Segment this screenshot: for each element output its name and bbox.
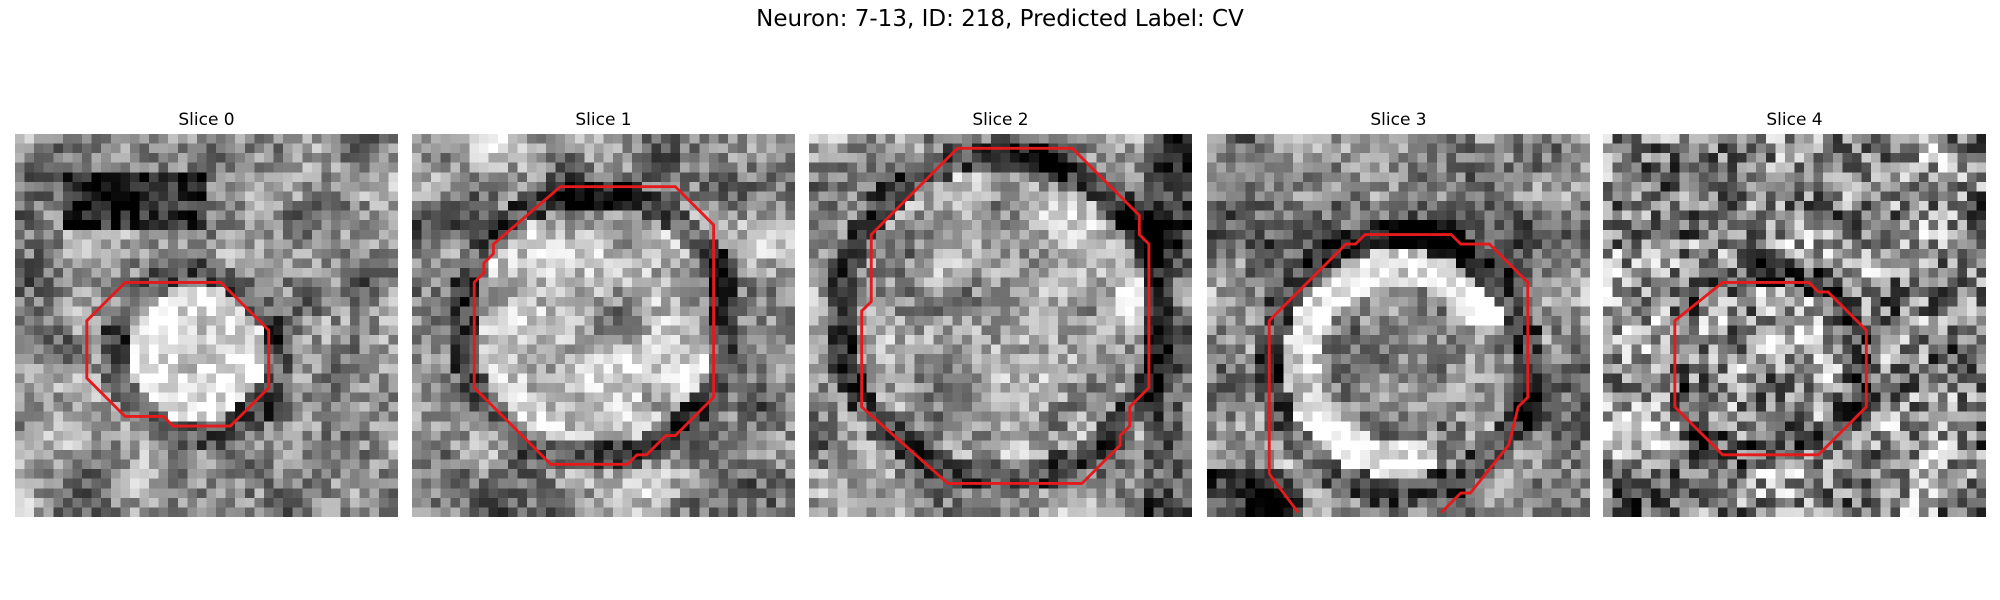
slice-title-2: Slice 2 — [972, 110, 1029, 130]
slice-panel-3: Slice 3 — [1207, 108, 1590, 517]
pixel-grid — [1207, 134, 1590, 517]
segmentation-outline — [860, 146, 1151, 485]
segmentation-outline — [1673, 280, 1868, 457]
slice-image-3 — [1207, 134, 1590, 517]
slice-image-1 — [412, 134, 795, 517]
slice-panel-0: Slice 0 — [15, 108, 398, 517]
pixel-grid — [15, 134, 398, 517]
slice-panel-4: Slice 4 — [1603, 108, 1986, 517]
slice-image-2 — [809, 134, 1192, 517]
slice-title-3: Slice 3 — [1370, 110, 1427, 130]
slice-title-0: Slice 0 — [178, 110, 235, 130]
figure-title: Neuron: 7-13, ID: 218, Predicted Label: … — [756, 6, 1244, 32]
segmentation-outline — [472, 185, 716, 466]
slice-panel-2: Slice 2 — [809, 108, 1192, 517]
slice-image-4 — [1603, 134, 1986, 517]
slice-panel-1: Slice 1 — [412, 108, 795, 517]
slice-image-0 — [15, 134, 398, 517]
segmentation-outline — [85, 280, 271, 428]
slice-title-1: Slice 1 — [575, 110, 632, 130]
pixel-grid — [1603, 134, 1986, 517]
slice-title-4: Slice 4 — [1766, 110, 1823, 130]
segmentation-outline — [1267, 233, 1530, 514]
pixel-grid — [412, 134, 795, 517]
pixel-grid — [809, 134, 1192, 517]
